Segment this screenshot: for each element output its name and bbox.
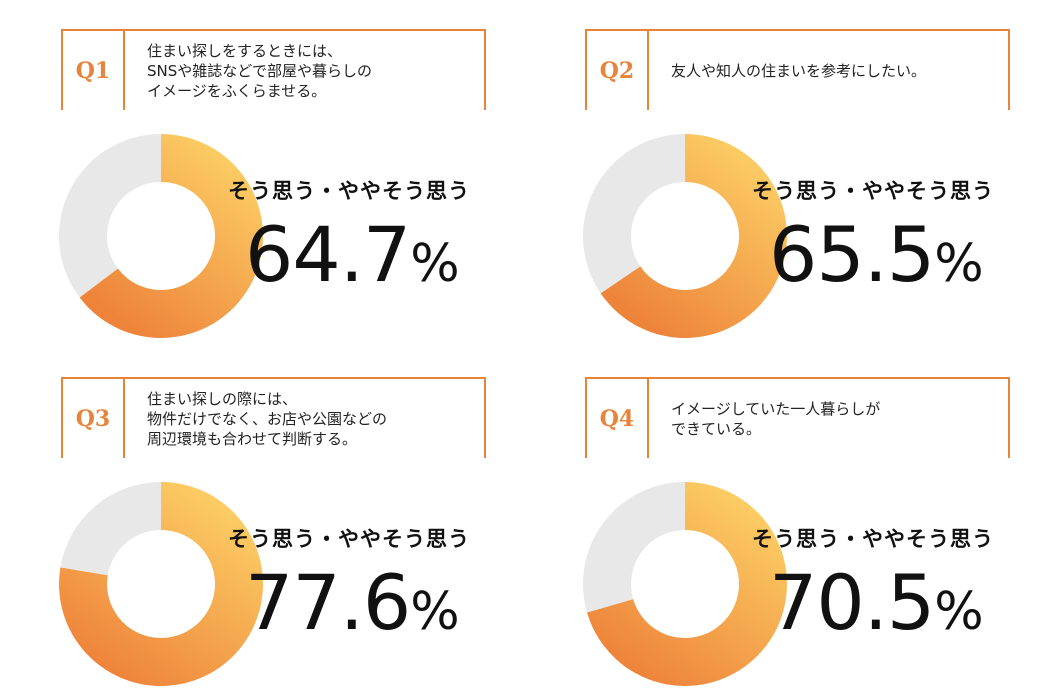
donut-slice-rest [58,134,162,298]
question-panel-q1: Q1 住まい探しをするときには、 SNSや雑誌などで部屋や暮らしの イメージをふ… [0,0,500,340]
question-text: 友人や知人の住まいを参考にしたい。 [671,61,927,80]
question-panel-q3: Q3 住まい探しの際には、 物件だけでなく、お店や公園などの 周辺環境も合わせて… [0,348,500,688]
result-number: 77.6 [245,558,411,647]
question-box: Q2 友人や知人の住まいを参考にしたい。 [585,29,1010,110]
question-number: Q4 [599,405,635,432]
donut-slice-agree [587,482,787,686]
question-panel-q4: Q4 イメージしていた一人暮らしが できている。 そう思う・ややそう思う 70.… [524,348,1024,688]
question-number: Q1 [75,57,111,84]
result-value: 65.5% [769,210,984,309]
result-value: 70.5% [769,558,984,657]
question-divider [123,31,125,110]
donut-chart [58,134,263,338]
result-label: そう思う・ややそう思う [752,179,994,203]
result-value: 77.6% [245,558,460,657]
donut-slice-rest [60,482,161,576]
question-box: Q1 住まい探しをするときには、 SNSや雑誌などで部屋や暮らしの イメージをふ… [61,29,486,110]
donut-slice-rest [583,134,685,294]
result-unit: % [410,582,459,642]
question-text: 住まい探しをするときには、 SNSや雑誌などで部屋や暮らしの イメージをふくらま… [147,41,372,100]
result-number: 65.5 [769,210,935,299]
question-text: 住まい探しの際には、 物件だけでなく、お店や公園などの 周辺環境も合わせて判断す… [147,389,388,448]
donut-slice-agree [600,134,787,338]
result-unit: % [934,234,983,294]
donut-chart [59,482,264,686]
question-number: Q3 [75,405,111,432]
donut-slice-agree [79,134,263,338]
result-value: 64.7% [245,210,460,309]
question-box: Q3 住まい探しの際には、 物件だけでなく、お店や公園などの 周辺環境も合わせて… [61,377,486,458]
question-panel-q2: Q2 友人や知人の住まいを参考にしたい。 そう思う・ややそう思う 65.5% [524,0,1024,340]
question-divider [647,31,649,110]
donut-chart [583,134,787,338]
question-box: Q4 イメージしていた一人暮らしが できている。 [585,377,1010,458]
result-label: そう思う・ややそう思う [228,527,470,551]
donut-chart [583,482,787,686]
result-number: 64.7 [245,210,411,299]
question-divider [647,379,649,458]
result-unit: % [934,582,983,642]
result-number: 70.5 [769,558,935,647]
result-label: そう思う・ややそう思う [752,527,994,551]
donut-slice-rest [583,482,685,613]
result-label: そう思う・ややそう思う [228,179,470,203]
donut-slice-agree [59,482,264,686]
question-text: イメージしていた一人暮らしが できている。 [671,399,881,438]
question-divider [123,379,125,458]
question-number: Q2 [599,57,635,84]
result-unit: % [410,234,459,294]
